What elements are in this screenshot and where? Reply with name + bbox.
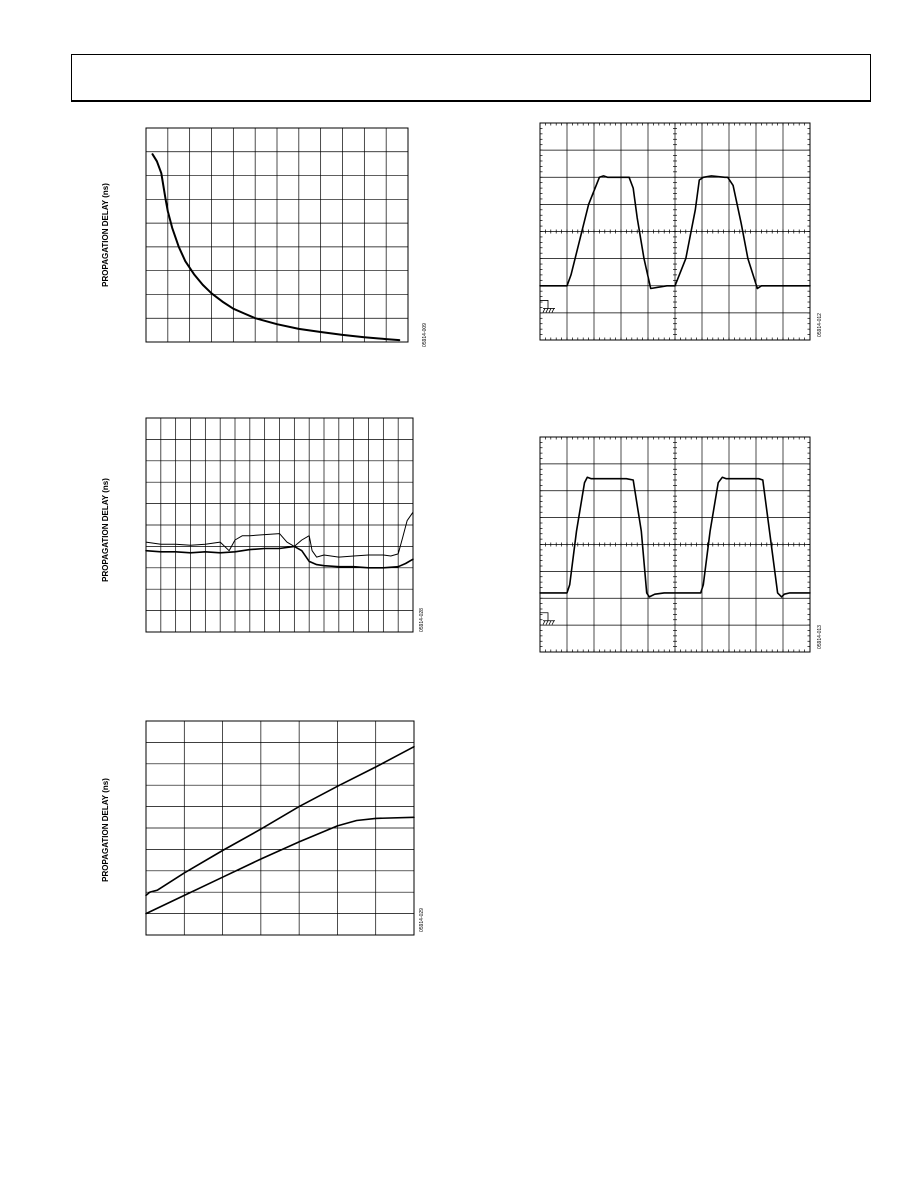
ground-icon-hatch <box>542 308 546 313</box>
figure-id: 05914-013 <box>817 625 823 649</box>
ground-icon-hatch <box>548 308 552 313</box>
prop-delay-linear-chart: PROPAGATION DELAY (ns) 05914-029 <box>101 720 425 936</box>
ground-icon-hatch <box>542 620 546 625</box>
y-axis-label: PROPAGATION DELAY (ns) <box>101 478 110 582</box>
plot-frame <box>145 417 414 633</box>
plot-frame <box>145 127 409 343</box>
page-header-box <box>71 54 871 102</box>
figure-id: 05914-009 <box>422 323 428 347</box>
plot-frame <box>145 720 415 936</box>
prop-delay-noisy-chart: PROPAGATION DELAY (ns) 05914-028 <box>101 417 425 633</box>
ground-icon-hatch <box>545 620 549 625</box>
series-line-2 <box>145 545 414 569</box>
ground-icon-stem <box>540 300 549 309</box>
ground-icon-hatch <box>548 620 552 625</box>
figure-id: 05914-028 <box>419 608 425 632</box>
prop-delay-decay-chart: PROPAGATION DELAY (ns) 05914-009 <box>101 127 428 347</box>
figure-id: 05914-012 <box>817 313 823 337</box>
series-line-2 <box>145 816 415 915</box>
ground-icon <box>540 612 555 625</box>
series-line-1 <box>539 476 811 598</box>
series-line-1 <box>145 745 415 897</box>
series-line-1 <box>539 175 811 290</box>
figure-id: 05914-029 <box>419 908 425 932</box>
scope-trapezoid-chart: 05914-012 <box>539 122 823 341</box>
ground-icon-hatch <box>545 308 549 313</box>
ground-icon <box>540 300 555 313</box>
ground-icon-hatch <box>551 308 555 313</box>
plot-frame <box>539 436 811 653</box>
plot-frame <box>539 122 811 341</box>
series-line-1 <box>145 511 414 558</box>
y-axis-label: PROPAGATION DELAY (ns) <box>101 778 110 882</box>
series-line-1 <box>151 153 401 342</box>
y-axis-label: PROPAGATION DELAY (ns) <box>101 183 110 287</box>
scope-square-chart: 05914-013 <box>539 436 823 653</box>
ground-icon-hatch <box>551 620 555 625</box>
ground-icon-stem <box>540 612 549 621</box>
